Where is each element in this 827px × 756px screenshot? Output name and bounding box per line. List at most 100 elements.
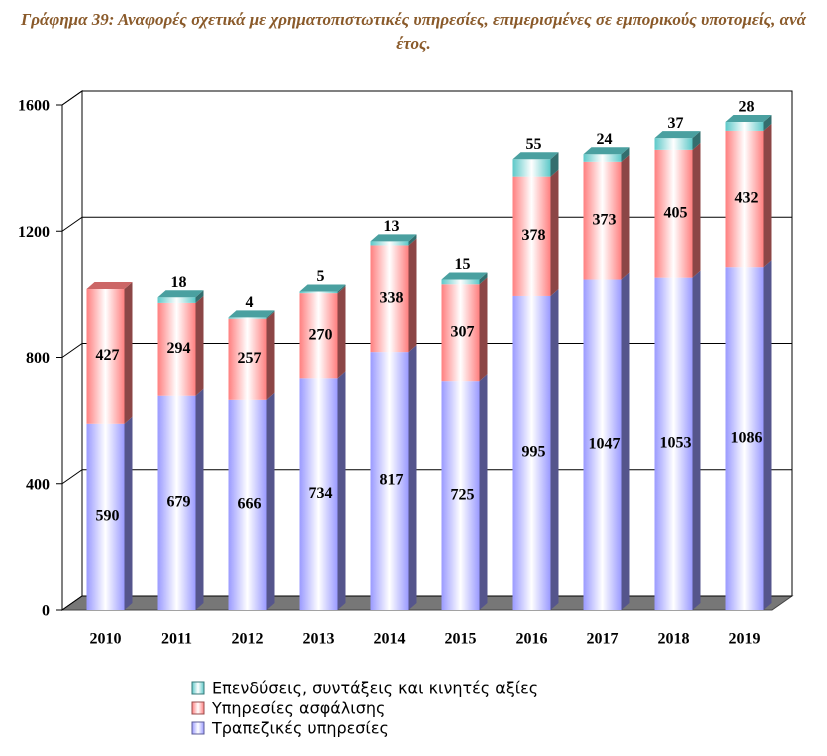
y-tick-label: 1200 — [18, 224, 50, 241]
bar-front — [512, 159, 551, 177]
legend-swatch — [191, 721, 205, 735]
y-tick-label: 1600 — [18, 98, 50, 115]
bar-side — [621, 147, 630, 162]
data-label: 24 — [597, 131, 613, 148]
legend-swatch — [191, 681, 205, 695]
bar-front — [583, 279, 622, 610]
data-label: 378 — [522, 227, 546, 244]
bar-front — [228, 399, 267, 610]
data-label: 4 — [246, 294, 254, 311]
bar-segment — [228, 392, 275, 610]
data-label: 817 — [380, 472, 404, 489]
bar-segment — [654, 142, 701, 278]
bar-front — [654, 138, 693, 150]
legend-swatch — [191, 701, 205, 715]
bar-front — [725, 130, 764, 268]
bar-side — [479, 374, 488, 610]
x-tick-label: 2018 — [658, 631, 690, 648]
legend-label: Υπηρεσίες ασφάλισης — [211, 699, 385, 718]
x-tick-label: 2019 — [729, 631, 761, 648]
bar-segment — [583, 147, 630, 162]
bar-top — [441, 272, 488, 280]
bar-segment — [86, 282, 133, 424]
bar-front — [157, 302, 196, 396]
bar-top — [725, 115, 772, 123]
x-tick-label: 2015 — [445, 631, 477, 648]
bar-side — [408, 234, 417, 246]
bar-side — [763, 115, 772, 131]
data-label: 725 — [451, 486, 475, 503]
bar-top — [512, 152, 559, 160]
bar-front — [370, 245, 409, 353]
data-label: 432 — [735, 190, 759, 207]
y-tick-label: 800 — [26, 350, 50, 367]
bar-front — [441, 279, 480, 285]
bar-front — [86, 289, 125, 424]
bar-top — [228, 310, 275, 318]
bar-segment — [370, 238, 417, 353]
bar-segment — [441, 374, 488, 610]
bar-front — [725, 267, 764, 610]
bar-front — [86, 423, 125, 610]
bar-front — [228, 317, 267, 319]
bar-front — [157, 297, 196, 303]
bar-segment — [512, 169, 559, 296]
data-label: 55 — [526, 136, 542, 153]
bar-front — [299, 293, 338, 379]
bar-top — [157, 290, 204, 298]
bar-segment — [441, 277, 488, 382]
bar-side — [195, 290, 204, 303]
x-tick-label: 2017 — [587, 631, 619, 648]
bar-segment — [299, 286, 346, 379]
data-label: 5 — [317, 268, 325, 285]
bar-front — [441, 284, 480, 382]
data-label: 1053 — [660, 434, 692, 451]
bar-side — [124, 416, 133, 610]
bar-segment — [583, 154, 630, 280]
bar-segment — [157, 388, 204, 610]
bar-segment — [654, 270, 701, 610]
bar-front — [583, 161, 622, 280]
data-label: 405 — [664, 204, 688, 221]
legend-label: Επενδύσεις, συντάξεις και κινητές αξίες — [212, 679, 538, 698]
data-label: 679 — [167, 494, 191, 511]
bar-side — [408, 238, 417, 353]
bar-side — [337, 286, 346, 379]
bar-segment — [86, 416, 133, 610]
bar-front — [370, 352, 409, 610]
data-label: 338 — [380, 289, 404, 306]
bar-side — [266, 310, 275, 319]
bar-side — [266, 392, 275, 610]
bar-front — [512, 176, 551, 296]
data-label: 590 — [96, 508, 120, 525]
bar-side — [692, 142, 701, 278]
data-label: 373 — [593, 211, 617, 228]
data-label: 734 — [309, 485, 333, 502]
bar-segment — [157, 290, 204, 303]
bar-segment — [512, 152, 559, 177]
data-label: 257 — [238, 350, 262, 367]
y-tick-label: 400 — [26, 476, 50, 493]
bar-segment — [299, 371, 346, 610]
data-label: 666 — [238, 496, 262, 513]
bar-segment — [583, 272, 630, 610]
y-tick-label: 0 — [42, 603, 50, 620]
bar-side — [550, 288, 559, 610]
bar-front — [228, 318, 267, 400]
data-label: 18 — [171, 274, 187, 291]
bar-side — [337, 284, 346, 294]
bar-segment — [654, 131, 701, 150]
bar-front — [370, 241, 409, 246]
bar-side — [266, 311, 275, 400]
bar-side — [124, 282, 133, 424]
data-label: 294 — [167, 340, 191, 357]
bar-side — [621, 154, 630, 280]
data-label: 427 — [96, 347, 120, 364]
x-tick-label: 2014 — [374, 631, 406, 648]
bar-front — [654, 277, 693, 610]
bar-top — [583, 147, 630, 155]
bar-side — [692, 270, 701, 610]
x-tick-label: 2016 — [516, 631, 548, 648]
bar-segment — [512, 288, 559, 610]
bar-front — [299, 378, 338, 610]
